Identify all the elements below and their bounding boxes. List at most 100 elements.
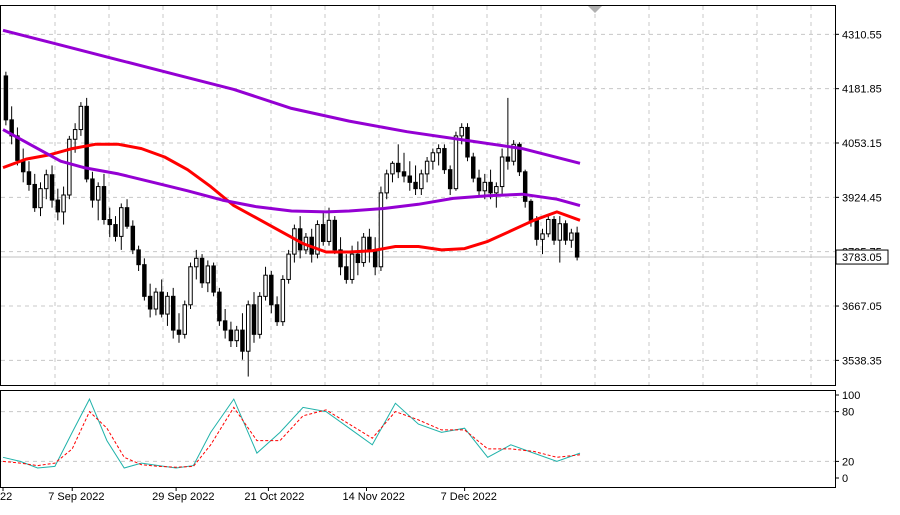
candle (38, 182, 43, 217)
candle-body (280, 278, 286, 323)
candle-body (90, 178, 95, 201)
candle-body (44, 174, 49, 190)
candle-body (499, 156, 505, 188)
price-axis: 4310.554181.854053.153924.453795.753667.… (835, 29, 889, 367)
candle (332, 216, 338, 255)
candle-body (107, 218, 112, 226)
candle-body (378, 192, 384, 268)
candle (522, 169, 528, 208)
candle (234, 325, 239, 347)
candle (44, 169, 49, 200)
candle-body (182, 304, 187, 335)
candle-body (511, 143, 516, 162)
candle-body (557, 223, 563, 241)
candle (263, 266, 268, 301)
candle (424, 157, 430, 183)
candle (78, 102, 84, 136)
time-tick-label: 21 Oct 2022 (244, 491, 304, 503)
candle (188, 262, 193, 309)
candle (378, 186, 384, 271)
candle (222, 309, 228, 339)
candle (546, 216, 551, 238)
candle-body (61, 194, 66, 213)
candle-body (505, 156, 511, 162)
candle-body (147, 295, 153, 310)
candle-body (546, 218, 551, 235)
candle-body (551, 218, 557, 241)
price-tick-label: 3538.35 (842, 355, 882, 367)
candle (61, 186, 66, 225)
candle (182, 300, 187, 339)
oscillator-tick-label: 100 (842, 390, 860, 402)
candle (297, 216, 303, 259)
candle-body (55, 199, 61, 213)
price-tick-label: 4053.15 (842, 138, 882, 150)
candle-body (401, 171, 407, 177)
candle-body (130, 225, 136, 251)
candle-body (67, 138, 72, 196)
candle-body (338, 249, 343, 268)
candle-body (569, 232, 574, 241)
candle-body (534, 219, 539, 240)
shift-marker-icon (588, 6, 602, 13)
candle (355, 241, 361, 276)
candle (124, 199, 130, 229)
candle (147, 283, 153, 318)
candle (442, 144, 447, 174)
candle (95, 182, 101, 221)
candle (211, 262, 216, 297)
candle (26, 161, 32, 191)
candle (471, 152, 476, 183)
candle-body (38, 188, 43, 209)
candle-body (205, 265, 211, 284)
price-tick-label: 4310.55 (842, 29, 882, 41)
candle (176, 313, 182, 343)
candle-body (367, 236, 372, 251)
candle (407, 161, 413, 191)
candle (194, 249, 199, 280)
candle-body (240, 329, 245, 352)
candle-body (465, 126, 470, 158)
candle-body (442, 148, 447, 171)
candle-body (413, 181, 418, 190)
candle-body (563, 223, 568, 241)
candle (130, 220, 136, 255)
scroll-marker-icon (588, 6, 602, 13)
oscillator-panel (0, 390, 836, 488)
candle-body (355, 253, 361, 264)
candle-body (447, 169, 453, 190)
candle (165, 292, 170, 326)
oscillator-tick-label: 80 (842, 407, 854, 419)
candle-body (424, 160, 430, 175)
candle (205, 260, 211, 293)
candle-body (315, 224, 320, 255)
candle-body (396, 162, 401, 173)
candle (338, 237, 343, 276)
candle-body (274, 304, 280, 323)
candle (551, 216, 557, 245)
candle-body (199, 257, 205, 284)
candle-body (326, 219, 332, 242)
candle-body (136, 249, 141, 266)
candle (136, 245, 141, 271)
candle (447, 165, 453, 195)
candle (286, 249, 291, 284)
oscillator-panel-frame (0, 390, 836, 488)
candle (170, 287, 176, 339)
candle-body (269, 274, 274, 306)
candle-body (332, 219, 338, 251)
candle-body (245, 304, 251, 352)
candle-body (251, 304, 257, 335)
candle (245, 300, 251, 377)
candle (274, 296, 280, 326)
candle-body (194, 257, 199, 268)
candle-body (3, 75, 9, 121)
candle-body (170, 295, 176, 331)
candle-body (574, 232, 580, 258)
oscillator-series (1, 397, 835, 469)
candle (257, 292, 262, 339)
candle-body (153, 291, 159, 310)
candle-body (419, 173, 424, 190)
candle-body (263, 274, 268, 297)
